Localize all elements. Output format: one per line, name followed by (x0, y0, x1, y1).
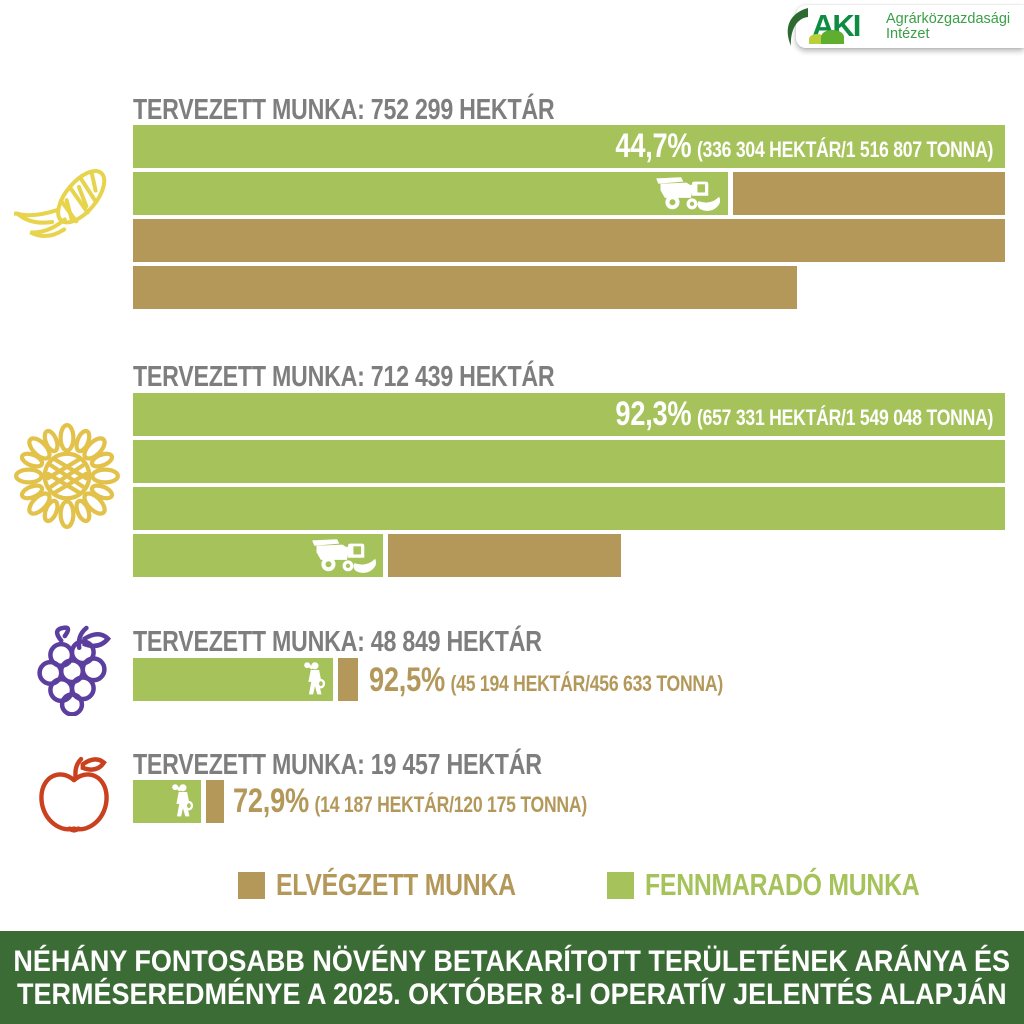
planned-work-label: TERVEZETT MUNKA: 712 439 HEKTÁR (133, 361, 555, 393)
apple-bars (133, 780, 1005, 827)
bar-row (133, 219, 1005, 262)
grapes-icon (27, 620, 117, 721)
corn-icon (5, 160, 114, 267)
logo-mound-light-icon (809, 33, 825, 44)
bar-row (133, 266, 1005, 309)
bar-row (133, 534, 1005, 577)
planned-work-label: TERVEZETT MUNKA: 48 849 HEKTÁR (133, 626, 542, 658)
grapes-percent-detail: (45 194 HEKTÁR/456 633 TONNA) (450, 670, 724, 696)
footer-banner: NÉHÁNY FONTOSABB NÖVÉNY BETAKARÍTOTT TER… (0, 931, 1024, 1024)
legend-swatch-completed (238, 871, 265, 899)
logo-ribbon-curl-icon (787, 8, 808, 46)
planned-work-label: TERVEZETT MUNKA: 19 457 HEKTÁR (133, 749, 542, 781)
bar-segment-tan (732, 172, 1005, 215)
aki-logo-mark: AKI (809, 10, 878, 44)
bar-segment-tan (133, 266, 798, 309)
aki-logo-card: AKI Agrárközgazdasági Intézet (787, 5, 1024, 48)
bar-segment-tan (388, 534, 622, 577)
corn-percent-detail: (336 304 HEKTÁR/1 516 807 TONNA) (696, 137, 993, 162)
apple-percent-value: 72,9% (233, 782, 309, 820)
grapes-percent-value: 92,5% (369, 660, 445, 699)
sunflower-percent: 92,3% (657 331 HEKTÁR/1 549 048 TONNA) (521, 393, 993, 436)
apple-percent: 72,9% (14 187 HEKTÁR/120 175 TONNA) (233, 780, 676, 823)
sunflower-percent-detail: (657 331 HEKTÁR/1 549 048 TONNA) (696, 405, 993, 430)
apple-percent-detail: (14 187 HEKTÁR/120 175 TONNA) (314, 792, 588, 817)
logo-mound-dark-icon (821, 29, 844, 44)
bar-segment-tan (337, 658, 358, 701)
apple-section: TERVEZETT MUNKA: 19 457 HEKTÁR 72,9% (14… (0, 749, 1024, 833)
footer-line1: NÉHÁNY FONTOSABB NÖVÉNY BETAKARÍTOTT TER… (13, 944, 1011, 978)
legend-item-completed: ELVÉGZETT MUNKA (238, 867, 576, 902)
bar-segment-green (133, 172, 728, 215)
corn-bars (133, 125, 1005, 313)
sunflower-section: TERVEZETT MUNKA: 712 439 HEKTÁR 92,3% (6… (0, 363, 1024, 578)
apple-icon (30, 751, 118, 846)
legend: ELVÉGZETT MUNKA FENNMARADÓ MUNKA (0, 867, 1024, 902)
combine-harvester-icon (311, 539, 376, 573)
bar-row (133, 780, 1005, 823)
bar-segment-green (133, 487, 1005, 530)
bar-row (133, 393, 1005, 436)
sunflower-percent-value: 92,3% (615, 395, 692, 433)
planned-work-label: TERVEZETT MUNKA: 752 299 HEKTÁR (133, 94, 555, 126)
grapes-section: TERVEZETT MUNKA: 48 849 HEKTÁR 92,5% (45… (0, 625, 1024, 717)
aki-name-line1: Agrárközgazdasági (886, 10, 1011, 27)
fruit-picker-icon (303, 662, 325, 695)
aki-name-line2: Intézet (886, 25, 930, 42)
aki-institute-name: Agrárközgazdasági Intézet (886, 10, 1011, 42)
bar-segment-green (133, 125, 1005, 168)
bar-row (133, 487, 1005, 530)
bar-segment-green (133, 393, 1005, 436)
bar-row (133, 172, 1005, 215)
grapes-bars (133, 658, 1005, 705)
sunflower-bars (133, 393, 1005, 581)
combine-harvester-icon (656, 177, 721, 211)
bar-segment-green (133, 780, 202, 823)
sunflower-icon (14, 423, 121, 534)
grapes-percent: 92,5% (45 194 HEKTÁR/456 633 TONNA) (369, 658, 812, 702)
bar-segment-green (133, 658, 333, 701)
bar-segment-tan (206, 780, 225, 823)
bar-segment-tan (133, 219, 1005, 262)
bar-row (133, 125, 1005, 168)
legend-label-remaining: FENNMARADÓ MUNKA (645, 867, 920, 902)
bar-segment-green (133, 534, 384, 577)
bar-row (133, 658, 1005, 701)
legend-label-completed: ELVÉGZETT MUNKA (276, 867, 516, 902)
corn-percent-value: 44,7% (615, 127, 692, 165)
footer-line2: TERMÉSEREDMÉNYE A 2025. OKTÓBER 8-I OPER… (17, 977, 1007, 1011)
corn-percent: 44,7% (336 304 HEKTÁR/1 516 807 TONNA) (521, 125, 993, 168)
legend-swatch-remaining (607, 871, 634, 899)
bar-segment-green (133, 440, 1005, 483)
bar-row (133, 440, 1005, 483)
fruit-picker-icon (172, 784, 194, 817)
legend-item-remaining: FENNMARADÓ MUNKA (607, 867, 988, 902)
corn-section: TERVEZETT MUNKA: 752 299 HEKTÁR 44,7% (3… (0, 96, 1024, 311)
